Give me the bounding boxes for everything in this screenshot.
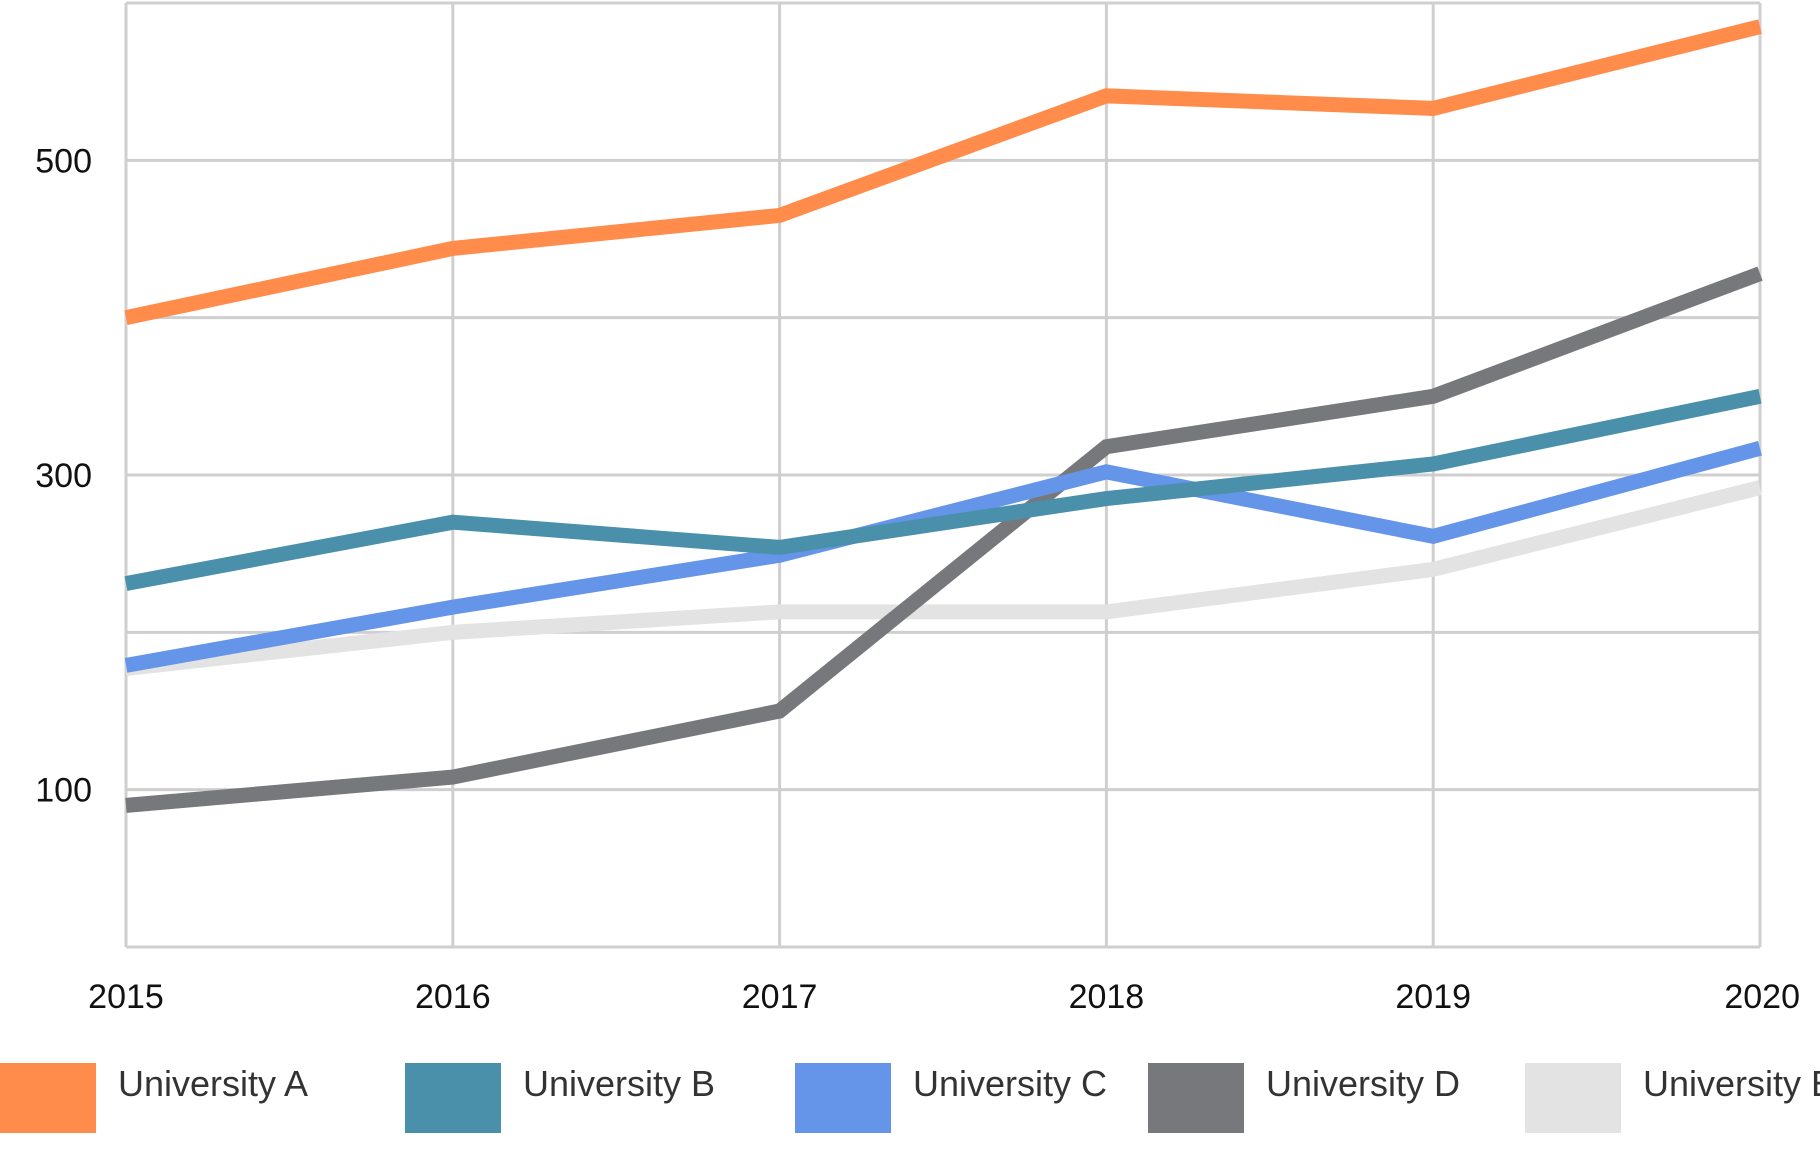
y-tick-label: 300 [35, 457, 92, 495]
series-line [124, 388, 1762, 591]
legend-swatch [0, 1063, 96, 1133]
series-line [125, 480, 1762, 676]
legend-label: University C [913, 1063, 1107, 1104]
legend-swatch [1525, 1063, 1621, 1133]
series-line [125, 266, 1763, 813]
series-line [124, 441, 1762, 673]
y-axis-ticks: 100 300 500 [35, 142, 92, 809]
x-tick-label: 2020 [1724, 978, 1800, 1016]
chart-lines [124, 19, 1763, 813]
series-line [124, 19, 1762, 326]
x-tick-label: 2015 [88, 978, 164, 1016]
legend-label: University A [118, 1063, 308, 1104]
x-tick-label: 2019 [1395, 978, 1471, 1016]
y-tick-label: 100 [35, 772, 92, 810]
legend-swatch [795, 1063, 891, 1133]
legend-label: University E [1643, 1063, 1820, 1104]
x-tick-label: 2016 [415, 978, 491, 1016]
chart-legend: University A University B University C Univ… [0, 1063, 1820, 1133]
chart-grid [124, 1, 1762, 949]
legend-label: University D [1266, 1063, 1460, 1104]
x-axis-ticks: 2015 2016 2017 2018 2019 2020 [88, 978, 1800, 1016]
x-tick-label: 2018 [1069, 978, 1145, 1016]
x-tick-label: 2017 [742, 978, 818, 1016]
legend-label: University B [523, 1063, 715, 1104]
legend-swatch [405, 1063, 501, 1133]
legend-swatch [1148, 1063, 1244, 1133]
y-tick-label: 500 [35, 142, 92, 180]
